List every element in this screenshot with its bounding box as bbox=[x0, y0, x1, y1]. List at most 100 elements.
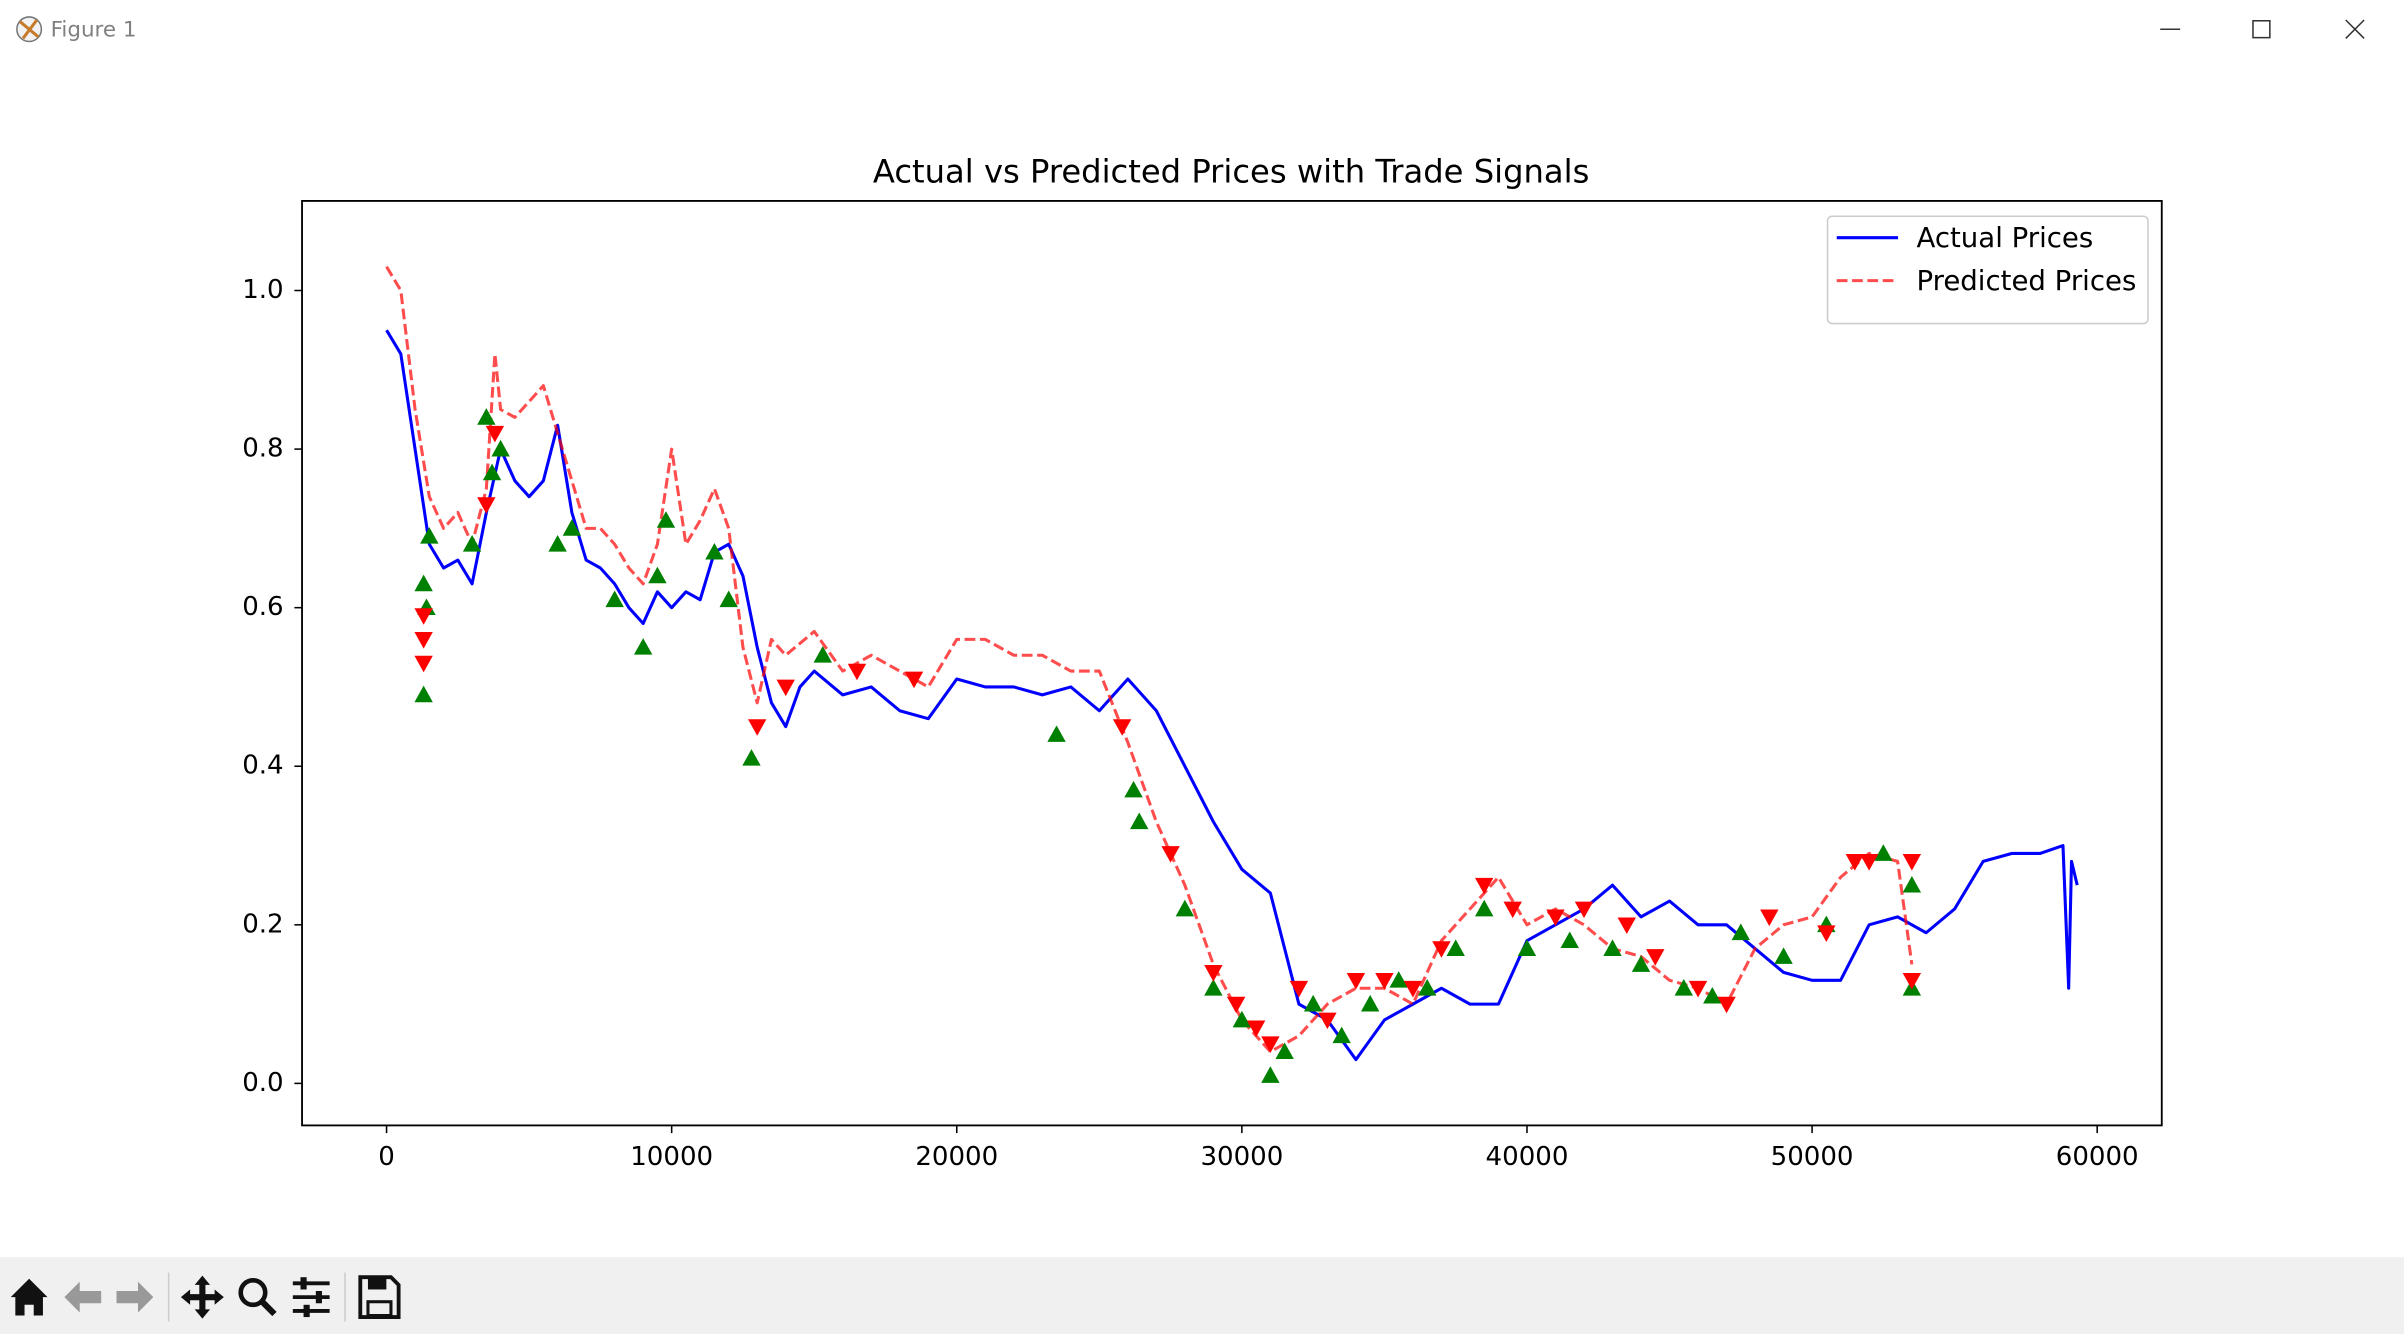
maximize-button[interactable] bbox=[2252, 20, 2271, 39]
signal-marker bbox=[1845, 854, 1865, 871]
signal-marker bbox=[847, 663, 867, 681]
signal-marker bbox=[485, 425, 505, 443]
signal-marker bbox=[1731, 923, 1751, 941]
x-tick-label: 60000 bbox=[2056, 1142, 2139, 1172]
y-tick-label: 0.8 bbox=[242, 434, 283, 464]
signal-marker bbox=[1417, 979, 1437, 996]
signal-marker bbox=[1318, 1012, 1337, 1030]
signal-marker bbox=[1646, 949, 1665, 966]
y-tick-label: 1.0 bbox=[242, 275, 283, 305]
y-tick-label: 0.6 bbox=[242, 592, 283, 622]
signal-marker bbox=[1261, 1066, 1280, 1083]
signal-marker bbox=[1332, 1026, 1351, 1044]
configure-button[interactable] bbox=[292, 1277, 330, 1318]
window-title: Figure 1 bbox=[51, 18, 137, 43]
signal-marker bbox=[1112, 719, 1132, 736]
signal-marker bbox=[1161, 846, 1180, 863]
signal-marker bbox=[1674, 979, 1693, 996]
signal-marker bbox=[477, 497, 496, 514]
signal-marker bbox=[748, 719, 767, 736]
signal-marker bbox=[1503, 901, 1522, 919]
legend: Actual Prices Predicted Prices bbox=[1826, 215, 2149, 325]
signal-marker bbox=[1232, 1010, 1252, 1028]
signal-marker bbox=[1874, 844, 1893, 861]
signal-marker bbox=[1703, 986, 1722, 1004]
signal-marker bbox=[1859, 854, 1879, 871]
signal-marker bbox=[1517, 939, 1537, 956]
y-tick-label: 0.4 bbox=[242, 751, 283, 781]
app-icon bbox=[16, 16, 43, 43]
signal-marker bbox=[562, 519, 582, 536]
signal-marker bbox=[1760, 909, 1779, 927]
signal-marker bbox=[1603, 939, 1622, 956]
plot-area bbox=[302, 200, 2162, 1126]
series-line bbox=[385, 265, 1914, 1054]
signal-marker bbox=[1688, 980, 1708, 998]
x-tick-label: 40000 bbox=[1486, 1142, 1569, 1172]
signal-marker bbox=[1902, 875, 1922, 893]
signal-marker bbox=[414, 685, 433, 703]
signal-marker bbox=[1902, 972, 1922, 990]
forward-button[interactable] bbox=[116, 1281, 154, 1313]
signal-marker bbox=[633, 638, 653, 655]
legend-label: Predicted Prices bbox=[1916, 264, 2136, 297]
signal-marker bbox=[776, 679, 795, 697]
signal-marker bbox=[1246, 1020, 1266, 1038]
legend-box bbox=[1826, 215, 2149, 325]
signal-marker bbox=[414, 608, 433, 625]
signal-marker bbox=[1546, 909, 1565, 927]
back-button[interactable] bbox=[64, 1281, 102, 1313]
zoom-button[interactable] bbox=[238, 1277, 277, 1317]
chart: Actual vs Predicted Prices with Trade Si… bbox=[242, 152, 2163, 1172]
signal-marker bbox=[1446, 939, 1465, 956]
chart-title: Actual vs Predicted Prices with Trade Si… bbox=[873, 152, 1590, 190]
title-bar: Figure 1 bbox=[0, 0, 2404, 59]
y-tick-label: 0.0 bbox=[242, 1068, 283, 1098]
signal-marker bbox=[1617, 917, 1636, 935]
signal-marker bbox=[414, 574, 433, 592]
signal-marker bbox=[1130, 812, 1149, 830]
signal-marker bbox=[482, 463, 502, 481]
signal-marker bbox=[1204, 979, 1223, 996]
signal-marker bbox=[1817, 925, 1836, 942]
signal-marker bbox=[1631, 955, 1651, 972]
signal-marker bbox=[719, 590, 738, 608]
x-tick-label: 50000 bbox=[1771, 1142, 1854, 1172]
signal-marker bbox=[1375, 972, 1394, 990]
toolbar bbox=[0, 1257, 2404, 1334]
close-button[interactable] bbox=[2345, 19, 2365, 39]
save-button[interactable] bbox=[358, 1275, 401, 1319]
signal-marker bbox=[1303, 994, 1323, 1012]
pan-button[interactable] bbox=[180, 1275, 224, 1319]
signal-marker bbox=[477, 408, 496, 425]
signal-marker bbox=[1774, 947, 1793, 964]
signal-marker bbox=[548, 535, 567, 552]
signal-marker bbox=[491, 439, 510, 457]
signal-marker bbox=[414, 632, 433, 649]
signal-marker bbox=[1175, 899, 1195, 917]
signal-marker bbox=[1124, 780, 1143, 798]
signal-marker bbox=[1047, 725, 1066, 742]
signal-marker bbox=[1261, 1036, 1280, 1053]
plot-frame bbox=[301, 199, 2163, 1127]
y-tick-label: 0.2 bbox=[242, 909, 283, 939]
signal-marker bbox=[1902, 854, 1922, 871]
signal-marker bbox=[656, 511, 676, 528]
signal-marker bbox=[904, 671, 924, 689]
signal-marker bbox=[1360, 994, 1380, 1012]
signal-marker bbox=[705, 542, 724, 560]
signal-marker bbox=[1574, 901, 1594, 919]
signal-marker bbox=[1475, 899, 1494, 917]
home-button[interactable] bbox=[10, 1278, 48, 1316]
signal-marker bbox=[1226, 996, 1246, 1014]
signal-marker bbox=[414, 655, 433, 673]
series-line bbox=[385, 329, 2079, 1062]
legend-label: Actual Prices bbox=[1916, 221, 2093, 254]
signal-marker bbox=[1389, 971, 1408, 988]
signal-marker bbox=[742, 749, 761, 766]
x-tick-label: 0 bbox=[378, 1142, 395, 1172]
signal-marker bbox=[1275, 1042, 1294, 1060]
signal-marker bbox=[1432, 941, 1451, 958]
